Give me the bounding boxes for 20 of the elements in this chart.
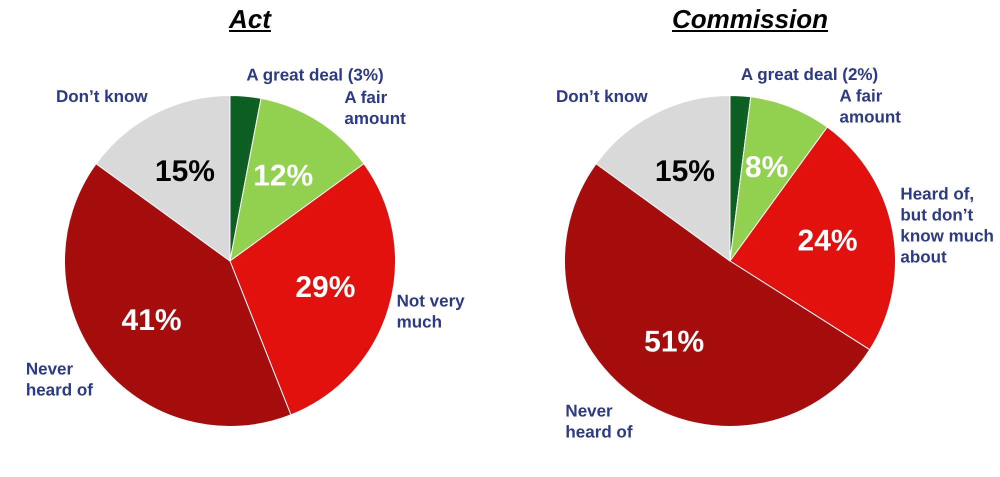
slice-label: Not very much <box>396 292 466 332</box>
data-label: 41% <box>122 304 182 338</box>
chart-title: Act <box>228 4 273 35</box>
data-label: 12% <box>253 159 314 192</box>
slice-label: Never heard of <box>26 360 94 400</box>
slice-label: Don’t know <box>556 86 648 106</box>
slice-label: Heard of, but don’t know much about <box>900 184 994 267</box>
slice-label: A fair amount <box>840 86 902 127</box>
data-label: 15% <box>654 154 715 188</box>
data-label: 29% <box>295 270 356 304</box>
slice-label: A fair amount <box>344 88 406 128</box>
slice-label: Don’t know <box>56 86 148 106</box>
data-label: 51% <box>644 325 704 358</box>
chart-title: Commission <box>670 4 830 35</box>
data-label: 15% <box>154 154 215 188</box>
slice-label: Never heard of <box>565 402 633 442</box>
slice-label: A great deal (3%) <box>246 65 384 84</box>
data-label: 8% <box>744 150 788 184</box>
slice-label: A great deal (2%) <box>740 65 878 84</box>
data-label: 24% <box>798 224 858 258</box>
